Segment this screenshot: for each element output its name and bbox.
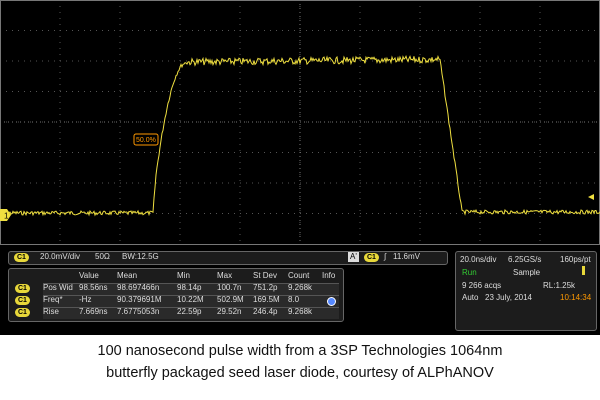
cell: 98.56ns xyxy=(79,283,108,292)
cell: 7.669ns xyxy=(79,307,108,316)
cell: 9.268k xyxy=(288,307,313,316)
time: 10:14:34 xyxy=(560,293,592,302)
trigger-level: 11.6mV xyxy=(393,252,420,261)
row-badge: C1 xyxy=(15,284,30,293)
cell: -Hz xyxy=(79,295,92,304)
table-header: Info xyxy=(322,271,336,280)
oscilloscope-screen: 1 50.0% C1 20.0mV/div 50Ω BW:12.5G A' C1 … xyxy=(0,0,600,335)
caption-line: 100 nanosecond pulse width from a 3SP Te… xyxy=(97,343,503,359)
cell: 9.268k xyxy=(288,283,313,292)
trigger-slope: ∫ xyxy=(384,252,387,261)
cell: 502.9M xyxy=(217,295,244,304)
channel-bar xyxy=(8,251,448,265)
table-header: Mean xyxy=(117,271,138,280)
row-bg xyxy=(43,283,339,295)
cell: 98.697466n xyxy=(117,283,160,292)
trigger-icon xyxy=(582,266,585,275)
cell: 29.52n xyxy=(217,307,242,316)
cell: 246.4p xyxy=(253,307,278,316)
ground-marker-label: 1 xyxy=(4,212,9,221)
waveform xyxy=(0,54,600,217)
trigger-auto: Auto xyxy=(462,293,479,302)
timebase: 20.0ns/div xyxy=(460,255,497,264)
run-state: Run xyxy=(462,268,477,277)
trigger-arrow xyxy=(588,194,594,200)
table-header: St Dev xyxy=(253,271,278,280)
row-name: Rise xyxy=(43,307,60,316)
row-badge: C1 xyxy=(15,296,30,305)
resolution: 160ps/pt xyxy=(560,255,591,264)
cell: 169.5M xyxy=(253,295,280,304)
date: 23 July, 2014 xyxy=(485,293,532,302)
channel-badge: C1 xyxy=(14,253,29,262)
row-bg xyxy=(43,295,339,307)
cell: 8.0 xyxy=(288,295,300,304)
reference-label: 50.0% xyxy=(136,137,156,144)
row-bg xyxy=(43,307,339,319)
row-badge: C1 xyxy=(15,308,30,317)
sample-rate: 6.25GS/s xyxy=(508,255,542,264)
cell: 7.6775053n xyxy=(117,307,160,316)
acq-count: 9 266 acqs xyxy=(462,281,502,290)
table-header: Count xyxy=(288,271,310,280)
caption-line: butterfly packaged seed laser diode, cou… xyxy=(106,365,494,381)
cell: 751.2p xyxy=(253,283,278,292)
row-name: Pos Wid xyxy=(43,283,73,292)
trigger-badge: C1 xyxy=(364,253,379,262)
info-icon xyxy=(327,297,336,306)
acquisition-panel xyxy=(455,251,597,331)
ground-marker xyxy=(0,209,11,221)
measurement-table: Value Mean Min Max St Dev Count Info C1 Pos Wid 9… xyxy=(8,268,344,322)
trigger-mode: A' xyxy=(348,252,359,262)
reference-box xyxy=(133,133,159,146)
graticule: 1 50.0% xyxy=(0,0,600,245)
impedance: 50Ω xyxy=(95,252,110,261)
bandwidth: BW:12.5G xyxy=(122,252,159,261)
cell: 100.7n xyxy=(217,283,242,292)
cell: 22.59p xyxy=(177,307,202,316)
table-header: Value xyxy=(79,271,99,280)
cell: 10.22M xyxy=(177,295,204,304)
cell: 98.14p xyxy=(177,283,202,292)
table-header: Min xyxy=(177,271,190,280)
acq-mode: Sample xyxy=(513,268,541,277)
table-header: Max xyxy=(217,271,233,280)
row-name: Freq* xyxy=(43,295,63,304)
caption: 100 nanosecond pulse width from a 3SP Te… xyxy=(0,340,600,384)
record-length: RL:1.25k xyxy=(543,281,576,290)
vertical-scale: 20.0mV/div xyxy=(40,252,81,261)
cell: 90.379691M xyxy=(117,295,162,304)
